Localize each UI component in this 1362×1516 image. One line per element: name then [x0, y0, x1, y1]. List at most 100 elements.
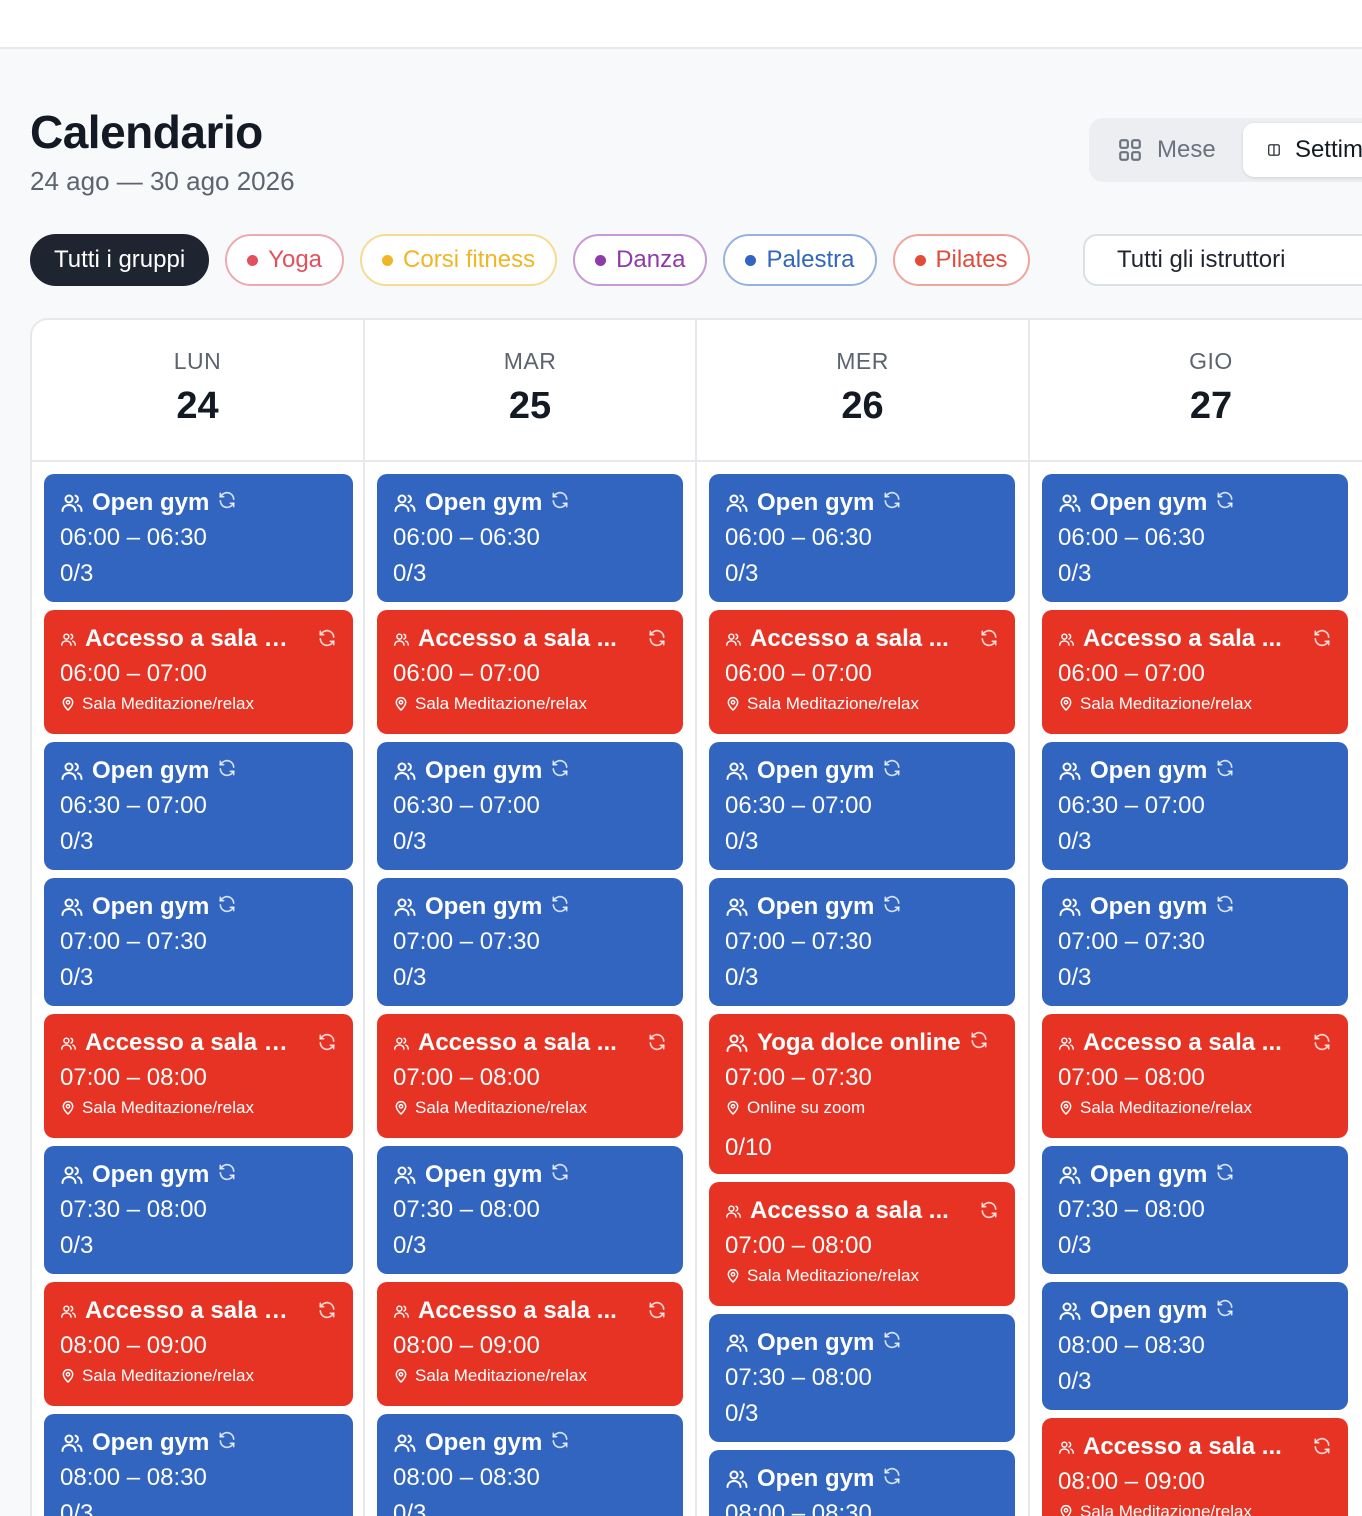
event-title: Open gym — [92, 489, 210, 516]
event-card-open-gym[interactable]: Open gym 06:00 – 06:30 0/3 — [1042, 474, 1348, 602]
location-pin-icon — [727, 1269, 739, 1283]
event-card-open-gym[interactable]: Open gym 07:00 – 07:30 0/3 — [1042, 878, 1348, 1006]
event-card-open-gym[interactable]: Open gym 06:00 – 06:30 0/3 — [377, 474, 683, 602]
users-icon — [61, 632, 76, 646]
event-title: Accesso a sala ... — [1083, 625, 1282, 652]
recurring-icon — [1217, 491, 1233, 509]
event-capacity: 0/3 — [393, 964, 427, 991]
recurring-icon — [1314, 1033, 1330, 1051]
event-title: Accesso a sala ... — [1083, 1029, 1282, 1056]
recurring-icon — [884, 1331, 900, 1349]
day-header-gio[interactable]: GIO 27 — [1030, 320, 1362, 462]
event-card-open-gym[interactable]: Open gym 06:00 – 06:30 0/3 — [44, 474, 353, 602]
recurring-icon — [649, 1301, 665, 1319]
event-time: 07:00 – 08:00 — [1058, 1064, 1205, 1091]
event-time: 06:30 – 07:00 — [725, 792, 872, 819]
day-header-mar[interactable]: MAR 25 — [365, 320, 697, 462]
event-title: Yoga dolce online — [757, 1029, 961, 1056]
event-time: 07:30 – 08:00 — [393, 1196, 540, 1223]
day-name: LUN — [173, 348, 222, 374]
users-icon — [61, 1166, 83, 1184]
event-card-room-access[interactable]: Accesso a sala ... 06:00 – 07:00 Sala Medi… — [709, 610, 1015, 734]
event-capacity: 0/3 — [60, 828, 94, 855]
event-card-room-access[interactable]: Accesso a sala m... 07:00 – 08:00 Sala Med… — [44, 1014, 353, 1138]
color-dot-icon — [247, 254, 259, 266]
recurring-icon — [649, 629, 665, 647]
users-icon — [1059, 1302, 1081, 1320]
event-card-room-access[interactable]: Accesso a sala ... 07:00 – 08:00 Sala Medi… — [377, 1014, 683, 1138]
users-icon — [394, 632, 409, 646]
recurring-icon — [884, 759, 900, 777]
event-time: 07:00 – 08:00 — [725, 1232, 872, 1259]
users-icon — [726, 632, 741, 646]
event-card-open-gym[interactable]: Open gym 07:30 – 08:00 0/3 — [709, 1314, 1015, 1442]
event-location: Sala Meditazione/relax — [415, 694, 587, 713]
event-capacity: 0/3 — [725, 1400, 759, 1427]
day-header-mer[interactable]: MER 26 — [697, 320, 1030, 462]
event-title: Open gym — [757, 489, 875, 516]
event-time: 08:00 – 09:00 — [393, 1332, 540, 1359]
page-title: Calendario — [30, 106, 263, 158]
event-card-room-access[interactable]: Accesso a sala ... 06:00 – 07:00 Sala Medi… — [1042, 610, 1348, 734]
event-time: 08:00 – 08:30 — [393, 1464, 540, 1491]
event-card-open-gym[interactable]: Open gym 06:30 – 07:00 0/3 — [1042, 742, 1348, 870]
recurring-icon — [1217, 1299, 1233, 1317]
recurring-icon — [981, 629, 997, 647]
filter-chip-corsi-fitness[interactable]: Corsi fitness — [360, 234, 558, 286]
users-icon — [61, 1304, 76, 1318]
event-card-room-access[interactable]: Accesso a sala m... 08:00 – 09:00 Sala Med… — [44, 1282, 353, 1406]
instructor-select[interactable]: Tutti gli istruttori — [1083, 234, 1362, 286]
event-card-room-access[interactable]: Accesso a sala ... 06:00 – 07:00 Sala Medi… — [377, 610, 683, 734]
event-title: Accesso a sala m... — [85, 1297, 301, 1324]
event-card-room-access[interactable]: Accesso a sala m... 06:00 – 07:00 Sala Med… — [44, 610, 353, 734]
group-filters: Tutti i gruppi Yoga Corsi fitness Danza Pal… — [30, 234, 1030, 286]
recurring-icon — [1217, 895, 1233, 913]
day-name: MER — [836, 348, 889, 374]
event-card-open-gym[interactable]: Open gym 06:30 – 07:00 0/3 — [44, 742, 353, 870]
week-calendar-grid: LUN 24 Open gym 06:00 – 06:30 0/3 Accesso a s… — [30, 318, 1362, 1516]
event-location: Online su zoom — [747, 1098, 866, 1117]
event-title: Open gym — [425, 1429, 543, 1456]
users-icon — [726, 1334, 748, 1352]
event-capacity: 0/3 — [725, 828, 759, 855]
location-pin-icon — [727, 697, 739, 711]
location-pin-icon — [62, 697, 74, 711]
recurring-icon — [1314, 1437, 1330, 1455]
day-header-lun[interactable]: LUN 24 — [32, 320, 365, 462]
filter-chip-pilates[interactable]: Pilates — [892, 234, 1030, 286]
month-view-button[interactable]: Mese — [1117, 123, 1216, 177]
event-card-class[interactable]: Yoga dolce online 07:00 – 07:30 Online su … — [709, 1014, 1015, 1174]
event-card-room-access[interactable]: Accesso a sala ... 08:00 – 09:00 Sala Medi… — [1042, 1418, 1348, 1516]
day-column-gio: Open gym 06:00 – 06:30 0/3 Accesso a sala .… — [1030, 462, 1362, 1516]
week-view-button[interactable]: Settimana — [1243, 123, 1362, 177]
event-card-room-access[interactable]: Accesso a sala ... 07:00 – 08:00 Sala Medi… — [709, 1182, 1015, 1306]
event-capacity: 0/3 — [725, 964, 759, 991]
day-column-mar: Open gym 06:00 – 06:30 0/3 Accesso a sala .… — [365, 462, 697, 1516]
event-card-open-gym[interactable]: Open gym 07:30 – 08:00 0/3 — [44, 1146, 353, 1274]
event-time: 07:00 – 07:30 — [1058, 928, 1205, 955]
event-card-open-gym[interactable]: Open gym 06:30 – 07:00 0/3 — [709, 742, 1015, 870]
event-card-room-access[interactable]: Accesso a sala ... 08:00 – 09:00 Sala Medi… — [377, 1282, 683, 1406]
grid-icon — [1119, 139, 1141, 161]
event-card-open-gym[interactable]: Open gym 06:00 – 06:30 0/3 — [709, 474, 1015, 602]
event-card-open-gym[interactable]: Open gym 07:00 – 07:30 0/3 — [44, 878, 353, 1006]
users-icon — [726, 1204, 741, 1218]
filter-chip-palestra[interactable]: Palestra — [723, 234, 877, 286]
filter-chip-yoga[interactable]: Yoga — [225, 234, 345, 286]
event-card-open-gym[interactable]: Open gym 07:00 – 07:30 0/3 — [709, 878, 1015, 1006]
users-icon — [726, 1470, 748, 1488]
recurring-icon — [884, 1467, 900, 1485]
event-card-open-gym[interactable]: Open gym 07:30 – 08:00 0/3 — [377, 1146, 683, 1274]
event-card-open-gym[interactable]: Open gym 06:30 – 07:00 0/3 — [377, 742, 683, 870]
event-card-open-gym[interactable]: Open gym 07:30 – 08:00 0/3 — [1042, 1146, 1348, 1274]
event-card-open-gym[interactable]: Open gym 07:00 – 07:30 0/3 — [377, 878, 683, 1006]
recurring-icon — [552, 1431, 568, 1449]
filter-chip-danza[interactable]: Danza — [573, 234, 708, 286]
filter-all-groups[interactable]: Tutti i gruppi — [30, 234, 210, 286]
recurring-icon — [1314, 629, 1330, 647]
event-card-room-access[interactable]: Accesso a sala ... 07:00 – 08:00 Sala Medi… — [1042, 1014, 1348, 1138]
